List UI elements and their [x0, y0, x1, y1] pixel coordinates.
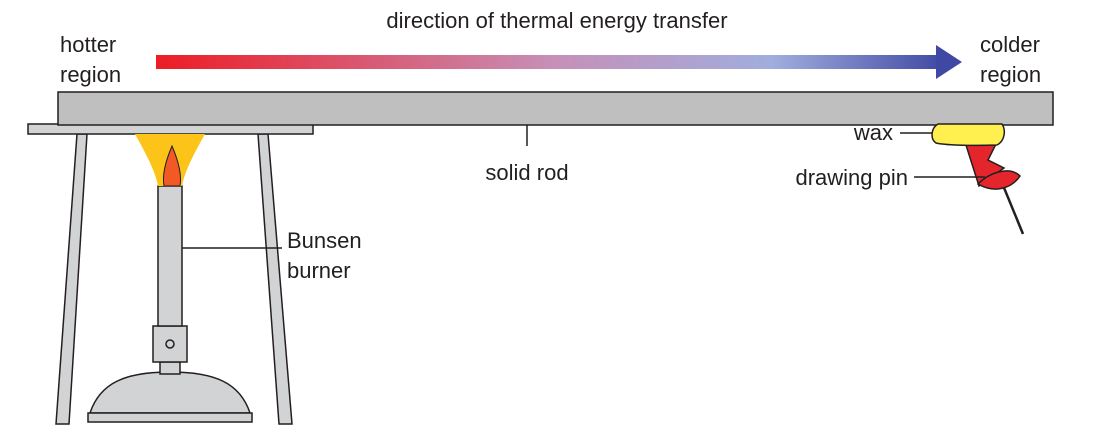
- bunsen-burner-icon: [87, 134, 282, 423]
- colder-label-line2: region: [980, 62, 1041, 87]
- solid-rod: [57, 91, 1054, 126]
- air-hole-icon: [165, 339, 175, 349]
- wax-blob-icon: [931, 123, 1006, 147]
- stand-leg-left: [55, 133, 88, 425]
- drawing-pin-icon: [963, 141, 1025, 235]
- thermal-transfer-arrow: [156, 45, 962, 79]
- wax-label: wax: [853, 120, 893, 145]
- burner-base-plate: [87, 412, 253, 423]
- bunsen-label-line2: burner: [287, 258, 351, 283]
- solid-rod-label: solid rod: [485, 160, 568, 185]
- hotter-label-line2: region: [60, 62, 121, 87]
- hotter-label-line1: hotter: [60, 32, 116, 57]
- arrow-shaft: [156, 55, 946, 69]
- colder-label-line1: colder: [980, 32, 1040, 57]
- drawing-pin-label: drawing pin: [795, 165, 908, 190]
- arrowhead-icon: [936, 45, 962, 79]
- burner-barrel: [157, 185, 183, 327]
- bunsen-label-line1: Bunsen: [287, 228, 362, 253]
- inner-flame-icon: [163, 144, 181, 187]
- pin-collar: [976, 170, 1021, 190]
- direction-label: direction of thermal energy transfer: [386, 8, 727, 33]
- burner-base: [88, 371, 252, 414]
- burner-neck: [159, 361, 181, 375]
- burner-collar: [152, 325, 188, 363]
